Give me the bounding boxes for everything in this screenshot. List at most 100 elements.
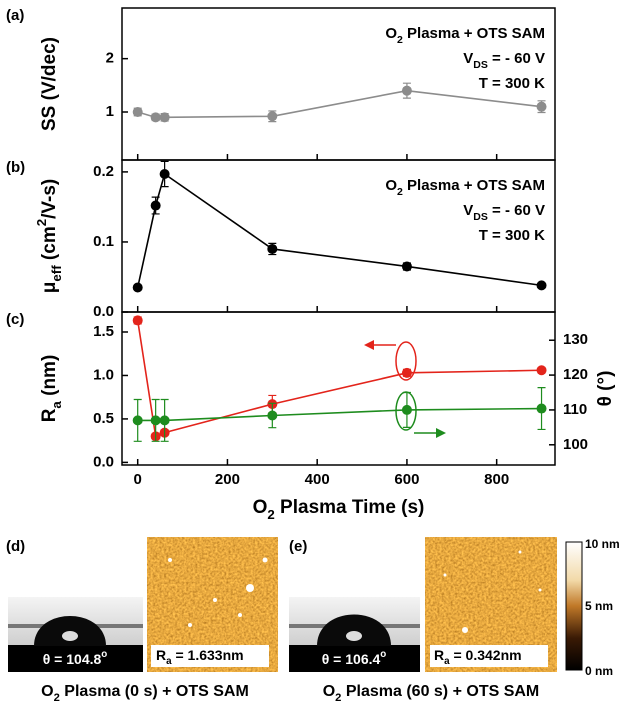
data-point: [401, 404, 412, 415]
colorbar-label: 10 nm: [585, 537, 620, 551]
data-line: [137, 407, 542, 422]
text-part: Plasma + OTS SAM: [403, 177, 545, 194]
text-part: Plasma (60 s) + OTS SAM: [341, 683, 539, 700]
y2-tick-label: 130: [563, 331, 588, 348]
text-part: O: [41, 683, 53, 700]
text-part: = 0.342nm: [450, 647, 522, 663]
subscript: DS: [473, 59, 488, 71]
data-point: [150, 112, 161, 123]
data-point: [536, 280, 547, 291]
data-point: [159, 169, 170, 180]
data-line: [137, 89, 542, 119]
text-part: θ = 106.4: [322, 651, 381, 667]
subscript: a: [444, 656, 450, 667]
annotation: VDS = - 60 V: [463, 202, 545, 223]
text-part: R: [39, 408, 60, 422]
annotation: VDS = - 60 V: [463, 50, 545, 71]
text-part: (nm): [39, 355, 60, 401]
y-tick-label: 0.2: [93, 163, 114, 180]
text-part: μ: [39, 282, 60, 294]
annotation: T = 300 K: [479, 227, 545, 244]
data-point: [132, 415, 143, 426]
data-point: [536, 403, 547, 414]
superscript: o: [380, 649, 386, 660]
data-point: [401, 85, 412, 96]
panel-label: (b): [6, 159, 25, 176]
data-point: [132, 315, 143, 326]
y2-tick-label: 100: [563, 436, 588, 453]
contact-angle-photo: [289, 597, 420, 672]
text-part: (cm: [39, 226, 60, 265]
colorbar-label: 0 nm: [585, 664, 613, 678]
data-point: [132, 282, 143, 293]
y-tick-label: 0.1: [93, 233, 114, 250]
y2-axis-label: θ (°): [595, 371, 616, 407]
panel-label: (e): [289, 538, 307, 555]
panel-label: (c): [6, 311, 24, 328]
text-part: Plasma Time (s): [275, 497, 425, 518]
y2-tick-label: 110: [563, 401, 587, 418]
text-part: /V-s): [39, 179, 60, 219]
text-part: θ = 104.8: [43, 651, 102, 667]
data-point: [401, 367, 412, 378]
data-point: [132, 107, 143, 117]
roughness-label: Ra = 0.342nm: [434, 647, 522, 667]
data-point: [267, 410, 278, 421]
subscript: eff: [49, 265, 64, 282]
subscript: DS: [473, 211, 488, 223]
y-tick-label: 0.0: [93, 303, 114, 320]
y-tick-label: 0.0: [93, 453, 114, 470]
annotation: T = 300 K: [479, 75, 545, 92]
subscript: a: [166, 656, 172, 667]
x-tick-label: 200: [215, 471, 240, 488]
text-part: R: [156, 647, 166, 663]
y2-tick-label: 120: [563, 366, 588, 383]
panel-label: (d): [6, 538, 25, 555]
annotation: O2 Plasma + OTS SAM: [385, 177, 545, 198]
afm-image: [147, 537, 278, 672]
y-tick-label: 2: [106, 50, 114, 67]
data-point: [150, 200, 161, 211]
text-part: V: [463, 50, 473, 67]
x-tick-label: 0: [134, 471, 142, 488]
text-part: = - 60 V: [488, 202, 545, 219]
annotation-arrows: [364, 340, 446, 438]
text-part: O: [323, 683, 335, 700]
colorbar-label: 5 nm: [585, 599, 613, 613]
data-point: [536, 101, 547, 112]
y-axis-label: μeff (cm2/V-s): [34, 179, 64, 294]
text-part: O: [385, 177, 397, 194]
afm-image: [425, 537, 557, 672]
data-point: [536, 365, 547, 376]
colorbar: [565, 541, 583, 671]
data-point: [267, 243, 278, 254]
superscript: 2: [34, 219, 49, 226]
y-tick-label: 1.5: [93, 323, 114, 340]
subscript: 2: [267, 507, 274, 522]
text-part: Plasma (0 s) + OTS SAM: [60, 683, 249, 700]
text-part: O: [385, 25, 397, 42]
contact-angle-photo: [8, 597, 143, 672]
superscript: o: [101, 649, 107, 660]
caption: O2 Plasma (60 s) + OTS SAM: [323, 683, 540, 704]
y-axis-label: Ra (nm): [39, 355, 64, 423]
x-axis-label: O2 Plasma Time (s): [253, 497, 425, 522]
text-part: R: [434, 647, 444, 663]
caption: O2 Plasma (0 s) + OTS SAM: [41, 683, 249, 704]
subscript: 2: [335, 692, 341, 704]
plot-frame: [121, 311, 556, 466]
text-part: Plasma + OTS SAM: [403, 25, 545, 42]
x-tick-label: 800: [484, 471, 509, 488]
y-tick-label: 0.5: [93, 410, 114, 427]
data-point: [401, 261, 412, 272]
data-point: [267, 111, 278, 122]
x-tick-label: 600: [394, 471, 419, 488]
annotation: O2 Plasma + OTS SAM: [385, 25, 545, 46]
text-part: O: [253, 497, 268, 518]
text-part: = 1.633nm: [172, 647, 244, 663]
subscript: a: [49, 401, 64, 409]
y-tick-label: 1: [106, 103, 114, 120]
text-part: = - 60 V: [488, 50, 545, 67]
subscript: 2: [397, 34, 403, 46]
